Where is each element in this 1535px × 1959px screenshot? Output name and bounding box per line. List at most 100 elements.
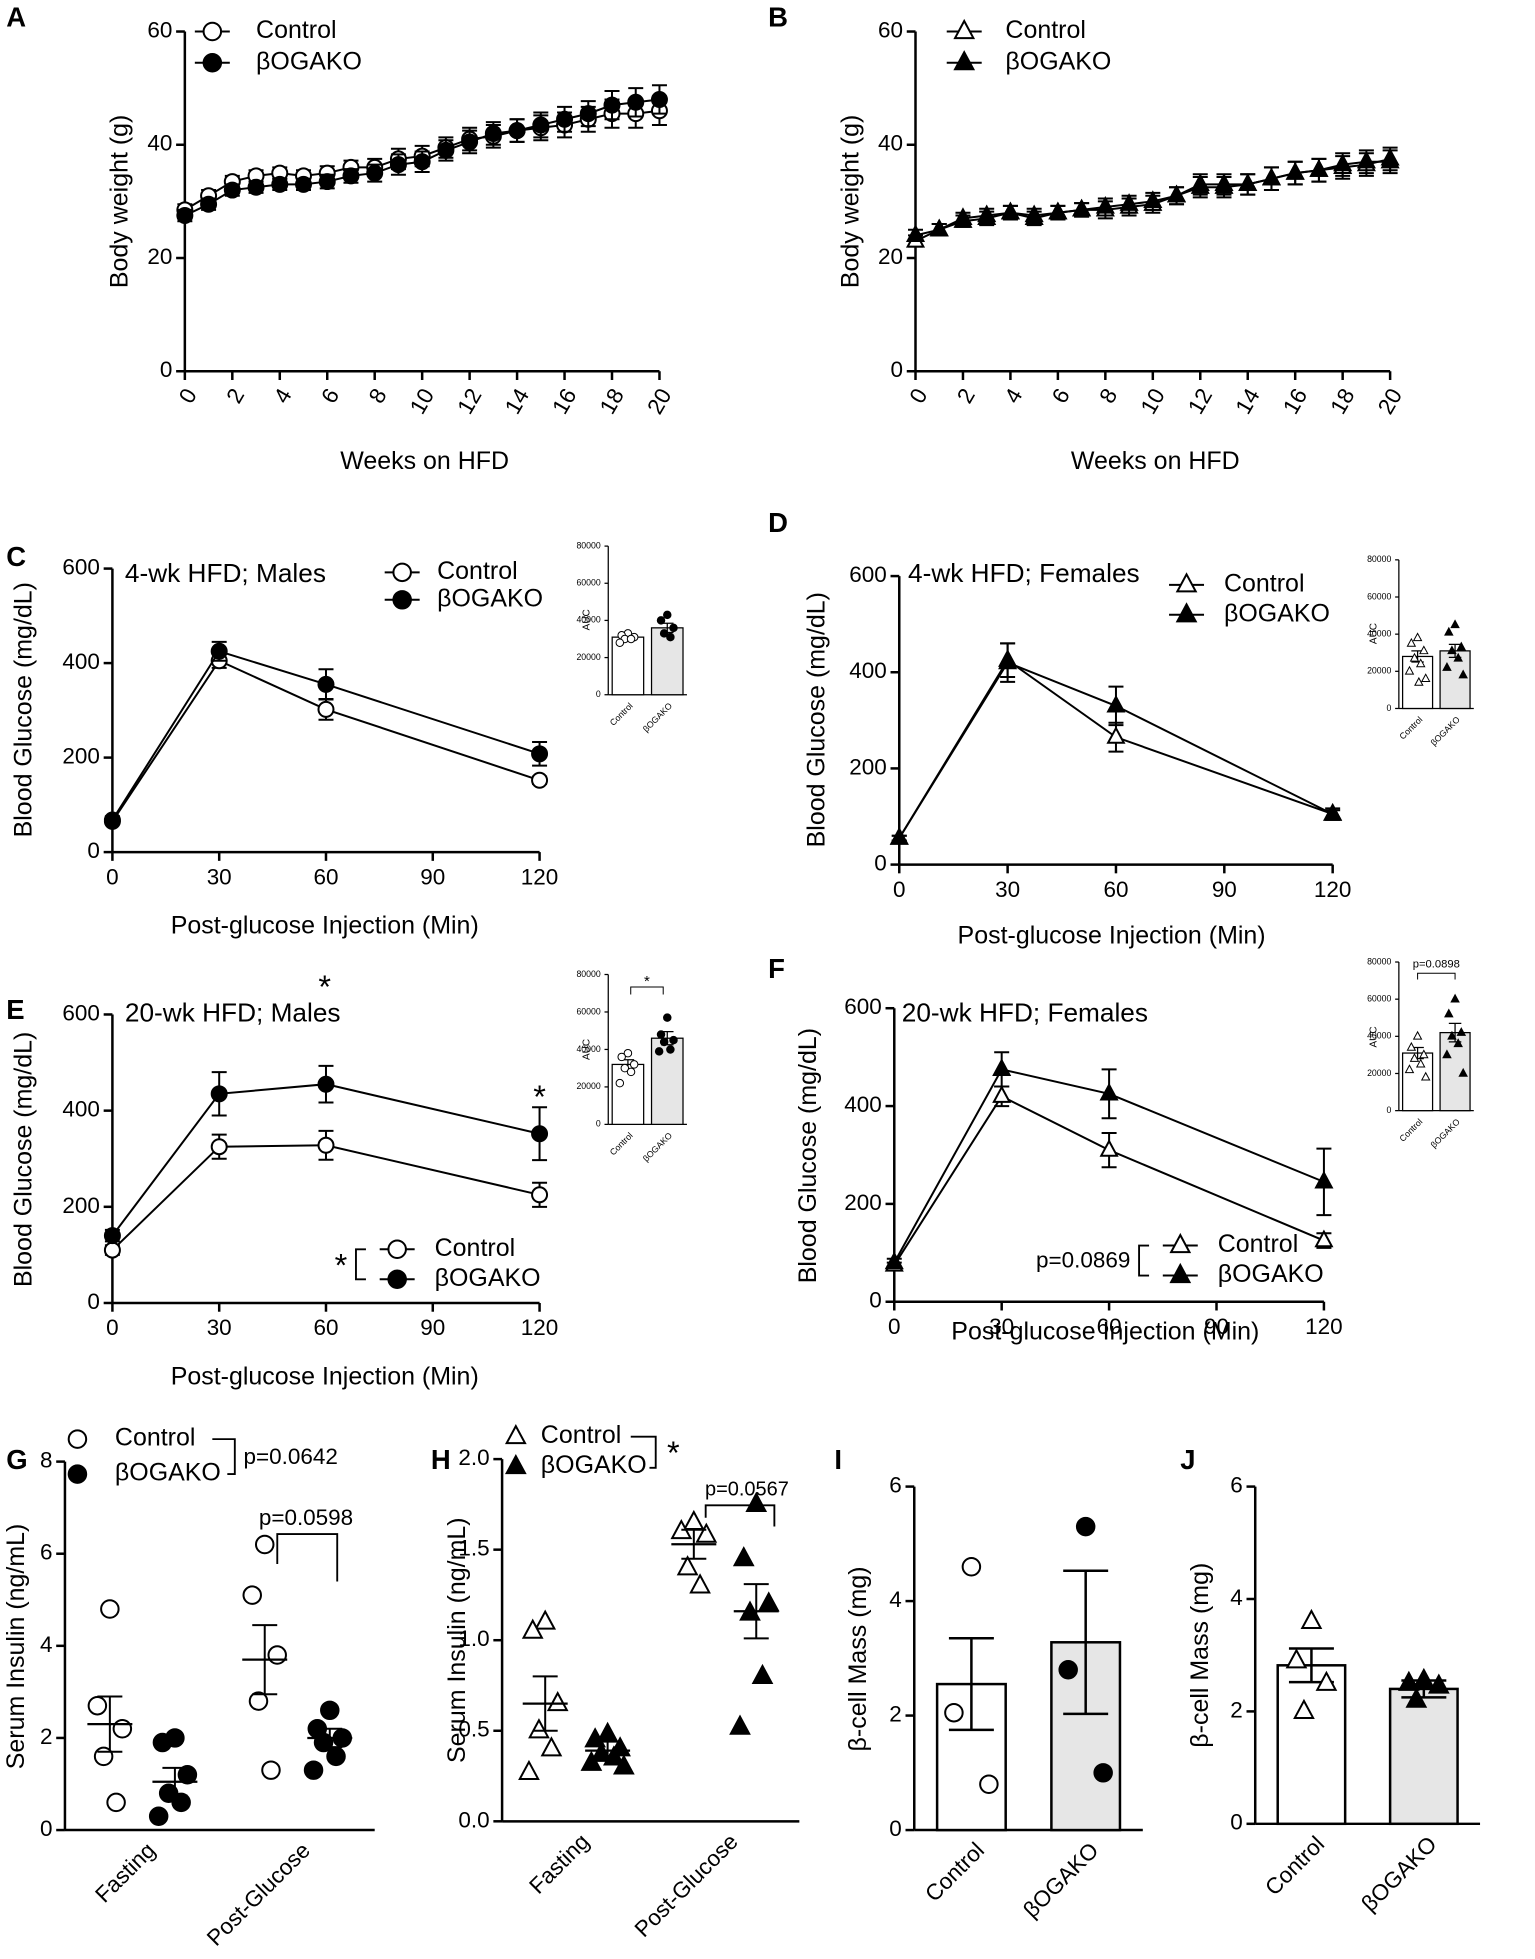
y-tick-label: 2 [40,1724,53,1749]
data-point [521,1618,544,1639]
y-tick-label: 40000 [576,615,600,625]
bracket [630,986,664,995]
legend-marker [504,1454,527,1475]
x-tick-label: 2 [221,384,249,407]
data-point [650,90,668,108]
data-point [977,207,997,225]
panel-letter: H [431,1444,451,1475]
y-tick-label: 80000 [576,540,600,550]
series-line [898,661,1334,839]
data-point [626,1067,636,1077]
x-tick-label: 0 [905,384,933,407]
data-point [669,623,678,633]
data-point [615,638,625,647]
x-tick-label: 4 [999,384,1027,407]
data-point [757,1591,780,1612]
data-point [1415,658,1426,668]
data-point [1300,1608,1323,1630]
data-point [656,616,666,625]
data-point [663,610,672,620]
annotation: p=0.0598 [259,1505,353,1530]
x-tick-label: 20 [642,384,676,418]
data-point [961,1556,982,1577]
error-bar [681,1528,707,1560]
bracket [355,1248,366,1281]
data-point [508,122,526,140]
data-point [1453,652,1463,662]
data-point [1450,993,1460,1003]
x-axis-label: Post-glucose Injection (Min) [958,922,1266,950]
panel-letter: D [768,507,788,538]
data-point [200,195,218,213]
y-tick-label: 4 [40,1632,53,1657]
y-tick-label: 20 [147,244,172,269]
error-bar [948,1637,994,1732]
data-point [627,93,645,111]
data-point [1442,662,1452,671]
bracket [1138,1244,1150,1277]
legend-label: Control [437,557,518,585]
bracket [704,1504,776,1527]
y-tick-label: 1.5 [458,1536,489,1561]
error-bar [162,1766,188,1797]
data-point [318,173,336,191]
x-tick-label: βOGAKO [1356,1831,1441,1916]
data-point [103,1227,121,1245]
x-tick-label: 0 [106,864,118,889]
data-point [1442,1049,1452,1059]
legend-label: βOGAKO [115,1459,221,1487]
data-point [528,1718,550,1739]
y-tick-label: 2.0 [458,1445,489,1470]
x-tick-label: 6 [1047,384,1075,407]
chart-title: 20-wk HFD; Females [902,997,1148,1027]
data-point [1412,1667,1435,1689]
x-tick-label: 60 [313,1315,338,1340]
x-axis-label: Post-glucose Injection (Min) [171,1363,479,1391]
data-point [87,1695,108,1716]
data-point [1420,673,1431,683]
y-tick-label: 0 [889,1816,902,1841]
y-tick-label: 200 [62,1193,100,1218]
y-tick-label: 40000 [1367,1031,1391,1041]
data-point [1412,1030,1423,1040]
data-point [669,1035,678,1045]
y-tick-label: 60000 [576,578,600,588]
y-tick-label: 60 [878,17,903,42]
data-point [1397,1670,1420,1691]
y-tick-label: 80000 [1367,554,1391,564]
y-tick-label: 6 [40,1540,53,1565]
data-point [623,1048,633,1058]
x-tick-label: Control [1397,714,1424,741]
x-tick-label: 90 [420,864,445,889]
x-tick-label: 12 [452,384,486,418]
y-tick-label: 0 [1387,1105,1392,1115]
legend-marker [67,1429,88,1449]
y-tick-label: 2 [1230,1697,1242,1722]
data-point [944,1702,964,1723]
data-point [1406,1041,1417,1051]
data-point [546,1690,569,1712]
data-point [303,1760,324,1780]
data-point [210,642,228,660]
y-tick-label: 8 [40,1448,53,1473]
y-axis-label: Blood Glucose (mg/dL) [10,1032,38,1287]
x-tick-label: βOGAKO [641,701,674,734]
x-tick-label: 120 [1305,1314,1343,1339]
data-point [1314,1170,1334,1189]
y-tick-label: 0 [40,1816,53,1841]
x-tick-label: 18 [595,384,629,418]
data-point [242,1585,262,1605]
x-tick-label: βOGAKO [1429,1116,1462,1149]
x-tick-label: 14 [1231,384,1265,418]
data-point [366,164,384,182]
y-axis-label: β-cell Mass (mg) [844,1566,872,1751]
data-point [656,1030,666,1039]
data-point [695,1522,718,1543]
y-tick-label: 40000 [1367,628,1391,638]
data-point [1315,1670,1338,1691]
y-tick-label: 0 [596,689,601,699]
data-point [654,1047,664,1056]
data-point [1167,184,1187,203]
legend-label: Control [541,1421,622,1449]
data-point [676,1555,699,1576]
